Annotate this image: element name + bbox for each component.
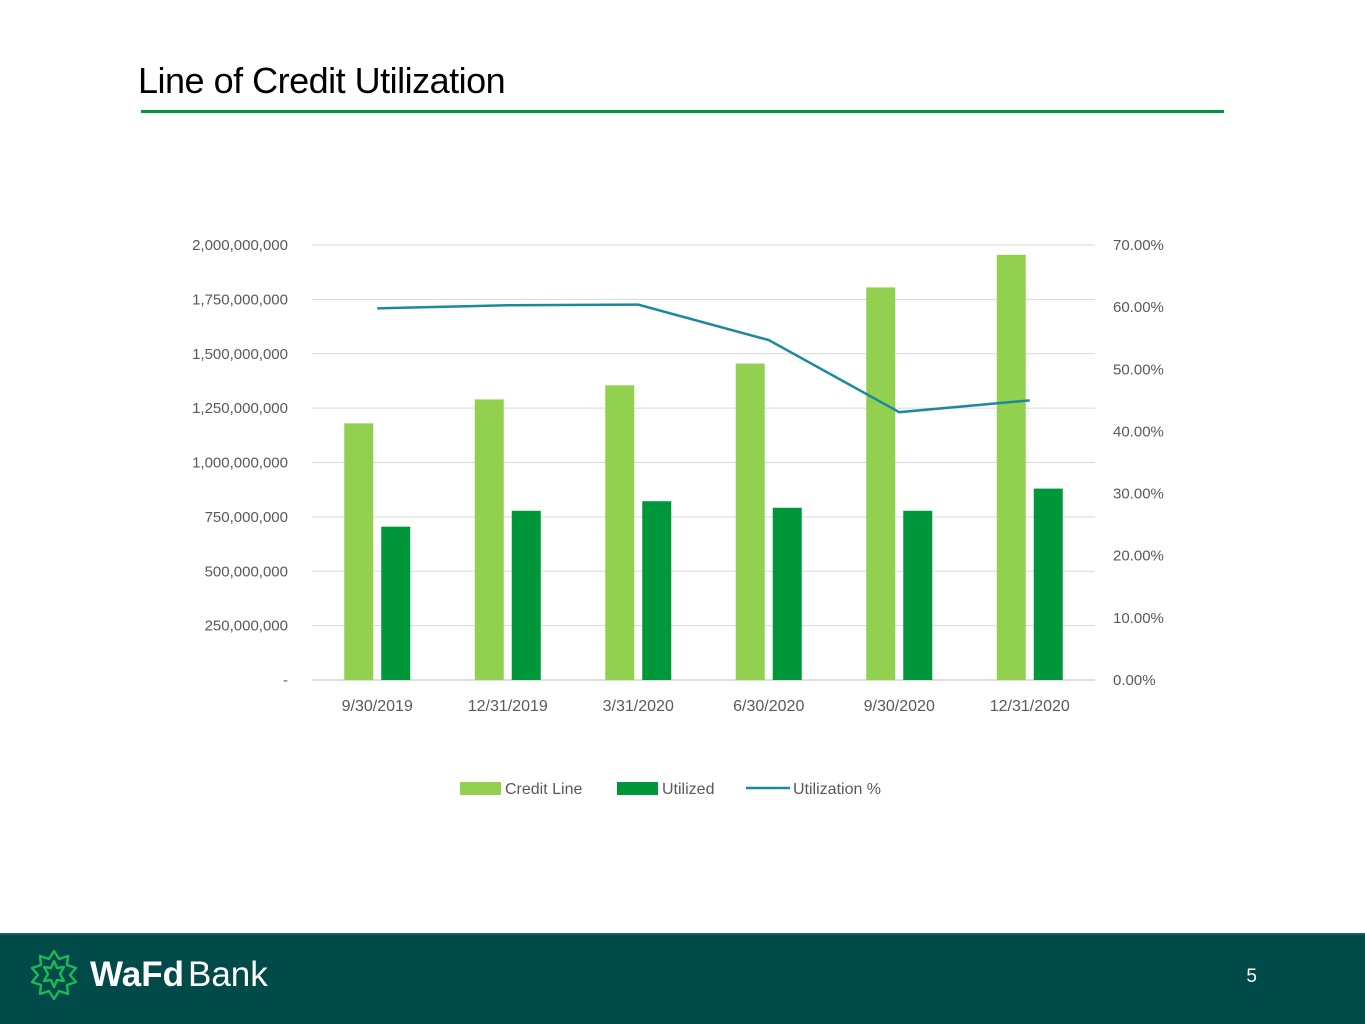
- bar-utilized: [1033, 488, 1063, 680]
- x-axis-tick-label: 9/30/2020: [864, 698, 935, 715]
- brand-name: WaFd Bank: [90, 955, 268, 995]
- chart: - 250,000,000 500,000,000 750,000,000 1,000,…: [192, 237, 1164, 798]
- bar-credit-line: [996, 254, 1026, 680]
- bar-utilized: [772, 507, 802, 680]
- x-axis-tick-label: 12/31/2019: [468, 698, 548, 715]
- legend-label: Credit Line: [505, 781, 582, 798]
- left-axis-tick-label: -: [283, 672, 288, 689]
- left-axis-ticks: - 250,000,000 500,000,000 750,000,000 1,000,…: [192, 237, 288, 689]
- bar-credit-line: [735, 363, 765, 680]
- bars: [344, 254, 1063, 680]
- title-underline: [141, 110, 1224, 113]
- bar-credit-line: [866, 287, 896, 680]
- series-line-utilization: [377, 303, 1030, 414]
- left-axis-tick-label: 750,000,000: [205, 509, 288, 526]
- bar-utilized: [903, 510, 933, 680]
- bar-credit-line: [344, 423, 374, 680]
- bar-utilized: [642, 501, 672, 680]
- x-axis-tick-label: 9/30/2019: [342, 698, 413, 715]
- legend: Credit Line Utilized Utilization %: [460, 781, 881, 798]
- left-axis-tick-label: 1,750,000,000: [192, 291, 288, 308]
- brand-logo: WaFd Bank: [26, 947, 268, 1003]
- left-axis-tick-label: 1,250,000,000: [192, 400, 288, 417]
- left-axis-tick-label: 500,000,000: [205, 563, 288, 580]
- bar-utilized: [511, 510, 541, 680]
- x-axis-tick-label: 6/30/2020: [733, 698, 804, 715]
- x-axis-tick-label: 12/31/2020: [990, 698, 1070, 715]
- slide-title: Line of Credit Utilization: [138, 60, 506, 101]
- left-axis-tick-label: 1,500,000,000: [192, 346, 288, 363]
- legend-label: Utilization %: [793, 781, 881, 798]
- x-axis-ticks: 9/30/2019 12/31/2019 3/31/2020 6/30/2020 9/3…: [342, 698, 1070, 715]
- left-axis-tick-label: 1,000,000,000: [192, 455, 288, 472]
- bar-credit-line: [474, 399, 504, 680]
- left-axis-tick-label: 2,000,000,000: [192, 237, 288, 254]
- brand-name-light: Bank: [187, 955, 268, 994]
- right-axis-tick-label: 30.00%: [1113, 486, 1164, 503]
- right-axis-ticks: 0.00% 10.00% 20.00% 30.00% 40.00% 50.00% 60.00…: [1113, 237, 1164, 689]
- page-number: 5: [1246, 966, 1257, 987]
- bar-utilized: [381, 526, 411, 680]
- gridlines: [312, 244, 1095, 681]
- bar-credit-line: [605, 385, 635, 680]
- footer-top-line: [0, 933, 1365, 935]
- utilization-line: [377, 303, 1030, 414]
- right-axis-tick-label: 40.00%: [1113, 423, 1164, 440]
- brand-name-bold: WaFd: [90, 955, 184, 994]
- right-axis-tick-label: 60.00%: [1113, 299, 1164, 316]
- left-axis-tick-label: 250,000,000: [205, 618, 288, 635]
- right-axis-tick-label: 20.00%: [1113, 548, 1164, 565]
- legend-label: Utilized: [662, 781, 714, 798]
- right-axis-tick-label: 50.00%: [1113, 361, 1164, 378]
- wafd-star-icon: [30, 949, 78, 1001]
- footer-bar: WaFd Bank 5: [0, 933, 1365, 1024]
- x-axis-tick-label: 3/31/2020: [603, 698, 674, 715]
- right-axis-tick-label: 0.00%: [1113, 672, 1156, 689]
- right-axis-tick-label: 70.00%: [1113, 237, 1164, 254]
- right-axis-tick-label: 10.00%: [1113, 610, 1164, 627]
- legend-swatch: [617, 782, 658, 795]
- legend-swatch: [460, 782, 501, 795]
